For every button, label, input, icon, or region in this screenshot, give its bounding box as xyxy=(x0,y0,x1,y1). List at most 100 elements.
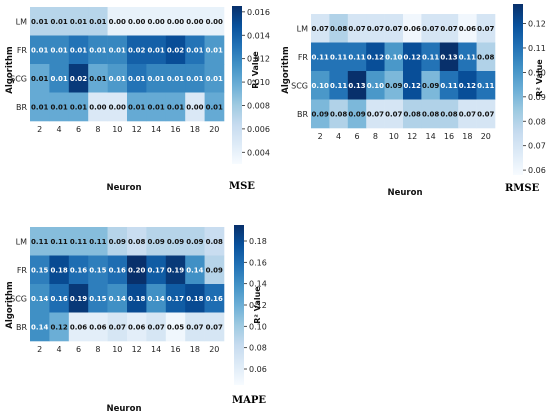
heatmap-cell xyxy=(311,14,330,43)
heatmap-cell-label: 0.01 xyxy=(89,46,106,54)
colorbar-tick-label: 0.10 xyxy=(528,68,546,77)
heatmap-cell xyxy=(30,35,50,65)
x-tick-label: 4 xyxy=(336,132,341,141)
heatmap-cell-label: 0.01 xyxy=(167,75,184,83)
heatmap-cell xyxy=(204,92,225,122)
heatmap-cell xyxy=(204,7,225,36)
x-tick-label: 18 xyxy=(462,132,472,141)
heatmap-cell-label: 0.00 xyxy=(206,18,223,26)
heatmap-cell-label: 0.00 xyxy=(186,103,203,111)
heatmap-cell xyxy=(185,64,205,93)
heatmap-cell xyxy=(384,99,404,129)
heatmap-cell-label: 0.08 xyxy=(128,238,145,246)
heatmap-cell xyxy=(384,42,404,72)
heatmap-cell-label: 0.01 xyxy=(70,18,87,26)
heatmap-cell-label: 0.00 xyxy=(128,18,145,26)
heatmap-cell-label: 0.07 xyxy=(422,25,439,33)
heatmap-cell xyxy=(458,42,477,72)
heatmap-cell-label: 0.01 xyxy=(31,18,48,26)
heatmap-cell xyxy=(68,227,89,256)
heatmap-cell-label: 0.01 xyxy=(206,46,223,54)
colorbar-gradient xyxy=(232,6,242,164)
heatmap-cell-label: 0.01 xyxy=(89,75,106,83)
heatmap-cell xyxy=(403,99,422,129)
heatmap-cell-label: 0.01 xyxy=(50,75,67,83)
heatmap-cell xyxy=(403,71,422,100)
heatmap-cell-label: 0.18 xyxy=(186,295,203,303)
y-tick-label: BR xyxy=(16,103,27,112)
heatmap-cell xyxy=(421,99,441,129)
heatmap-cell-label: 0.00 xyxy=(89,103,106,111)
heatmap-cell-label: 0.08 xyxy=(330,110,347,118)
y-tick-label: LM xyxy=(16,17,27,26)
heatmap-cell-label: 0.01 xyxy=(31,46,48,54)
x-tick-label: 14 xyxy=(151,125,161,134)
heatmap-cell xyxy=(165,92,186,122)
heatmap-cell xyxy=(366,99,385,129)
heatmap-cell xyxy=(421,14,441,43)
heatmap-cell xyxy=(68,284,89,313)
heatmap-cell-label: 0.07 xyxy=(186,323,203,331)
colorbar-tick-label: 0.014 xyxy=(247,31,270,40)
heatmap-cell xyxy=(49,255,70,285)
heatmap-cell xyxy=(439,99,459,129)
heatmap-cell xyxy=(88,312,108,342)
heatmap-cell-label: 0.10 xyxy=(385,53,402,61)
y-tick-label: SCG xyxy=(10,294,27,303)
heatmap-cell-label: 0.11 xyxy=(70,238,87,246)
heatmap-cell xyxy=(88,227,108,256)
heatmap-cell xyxy=(49,92,70,122)
heatmap-cell xyxy=(107,64,128,93)
heatmap-cell-label: 0.16 xyxy=(50,295,67,303)
x-tick-label: 8 xyxy=(95,125,100,134)
colorbar-tick-label: 0.09 xyxy=(528,93,546,102)
mse-y-axis-title: Algorithm xyxy=(5,46,15,94)
heatmap-cell-label: 0.07 xyxy=(459,110,476,118)
y-tick-label: LM xyxy=(297,24,308,33)
rmse-x-tick-labels: 2 4 6 8 10 12 14 16 18 20 xyxy=(318,132,491,141)
heatmap-cell xyxy=(30,312,50,342)
heatmap-cell-label: 0.00 xyxy=(147,18,164,26)
heatmap-cell xyxy=(403,14,422,43)
heatmap-cell xyxy=(88,35,108,65)
heatmap-cell-label: 0.09 xyxy=(147,238,164,246)
heatmap-cell-label: 0.15 xyxy=(31,266,48,274)
x-tick-label: 2 xyxy=(37,125,42,134)
mape-panel-title: MAPE xyxy=(232,395,266,406)
heatmap-cell-label: 0.01 xyxy=(31,75,48,83)
heatmap-cell-label: 0.01 xyxy=(109,46,126,54)
heatmap-cell xyxy=(476,42,496,72)
colorbar-tick-label: 0.08 xyxy=(249,344,267,353)
heatmap-cell xyxy=(476,14,496,43)
heatmap-cell-label: 0.10 xyxy=(367,82,384,90)
heatmap-cell-label: 0.19 xyxy=(70,295,87,303)
heatmap-cell-label: 0.02 xyxy=(128,46,145,54)
heatmap-cell-label: 0.18 xyxy=(50,266,67,274)
heatmap-cell xyxy=(127,7,147,36)
rmse-colorbar-title: R² Value xyxy=(535,59,544,97)
heatmap-cell xyxy=(347,42,367,72)
heatmap-cell-label: 0.01 xyxy=(167,103,184,111)
heatmap-cell-label: 0.01 xyxy=(50,46,67,54)
heatmap-cell-label: 0.12 xyxy=(50,323,67,331)
y-tick-label: FR xyxy=(17,46,28,55)
heatmap-cell-label: 0.14 xyxy=(31,295,48,303)
heatmap-cell-label: 0.01 xyxy=(70,103,87,111)
heatmap-cell xyxy=(204,284,225,313)
x-tick-label: 16 xyxy=(170,345,180,354)
heatmap-cell-label: 0.06 xyxy=(70,323,87,331)
heatmap-cell-label: 0.11 xyxy=(440,82,457,90)
mape-y-tick-labels: LM FR SCG BR xyxy=(10,237,27,332)
x-tick-label: 10 xyxy=(389,132,399,141)
heatmap-cell xyxy=(347,99,367,129)
heatmap-cell-label: 0.11 xyxy=(330,82,347,90)
x-tick-label: 16 xyxy=(444,132,454,141)
heatmap-cell xyxy=(107,35,128,65)
heatmap-cell-label: 0.01 xyxy=(186,75,203,83)
mse-x-axis-title: Neuron xyxy=(106,183,141,193)
heatmap-cell xyxy=(88,92,108,122)
heatmap-cell-label: 0.01 xyxy=(128,103,145,111)
mape-heatmap-panel: 0.11 0.11 0.11 0.11 0.09 0.08 0.09 0.09 0.09 0.08… xyxy=(5,225,267,414)
colorbar-tick-label: 0.18 xyxy=(249,237,267,246)
mse-colorbar-title: R² Value xyxy=(251,51,260,89)
